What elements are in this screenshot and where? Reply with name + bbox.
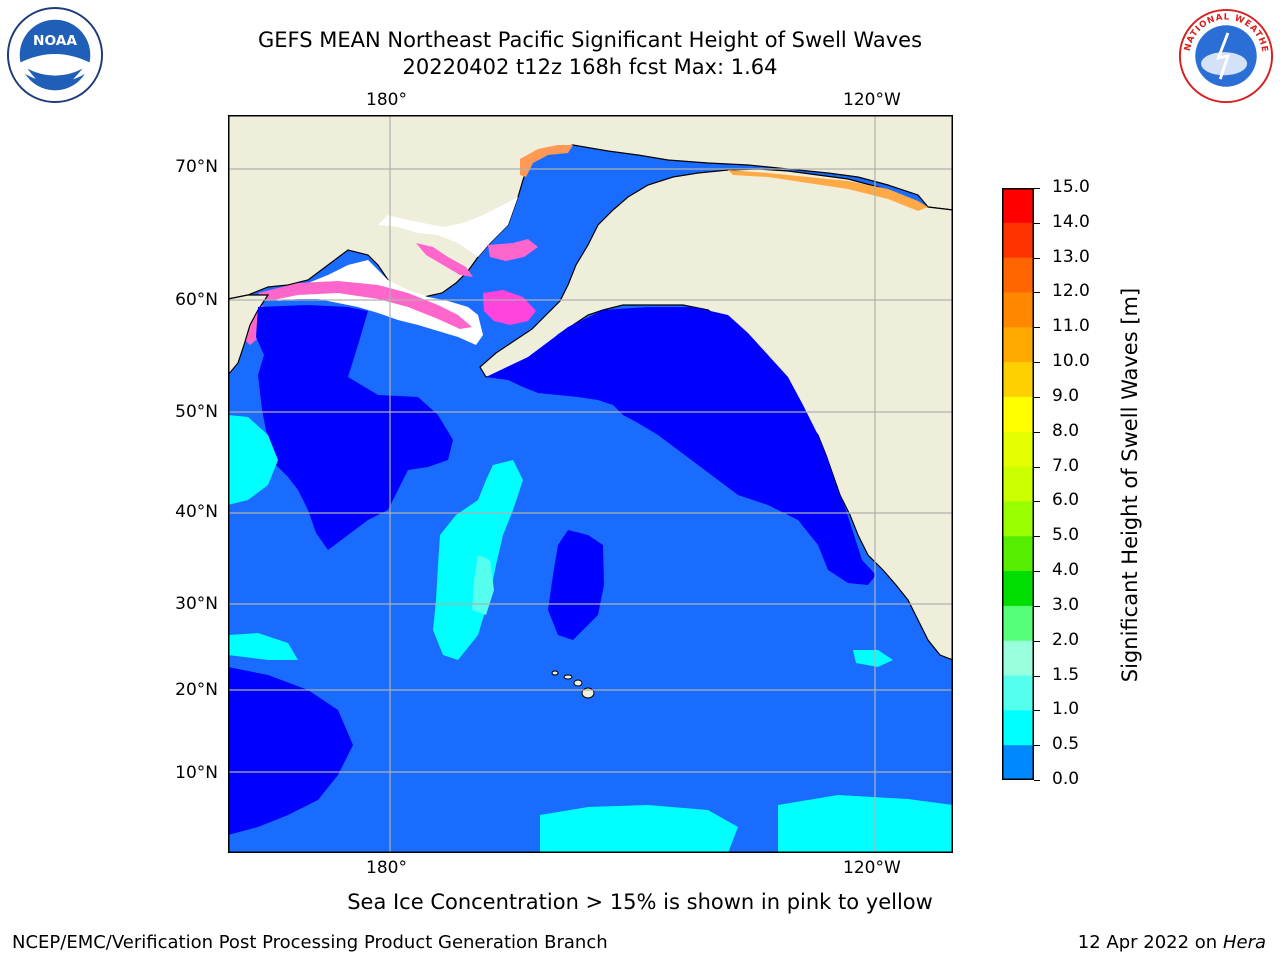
colorbar-tick-label: 6.0 — [1052, 490, 1080, 511]
land-kamchatka — [228, 294, 270, 376]
map-frame — [228, 115, 953, 853]
swell-mid-south-b — [778, 795, 953, 853]
map-subtitle: 20220402 t12z 168h fcst Max: 1.64 — [402, 55, 778, 79]
colorbar-tick-mark — [1034, 605, 1040, 607]
colorbar-tick-label: 7.0 — [1052, 455, 1080, 476]
colorbar-tick-mark — [1034, 501, 1040, 503]
colorbar-cell — [1002, 362, 1034, 398]
swell-mid-hawaii-west — [228, 633, 298, 660]
lat-label-20n: 20°N — [175, 680, 218, 700]
colorbar-tick-label: 0.0 — [1052, 769, 1080, 789]
colorbar-tick-label: 11.0 — [1052, 316, 1090, 337]
colorbar-tick-mark — [1034, 710, 1040, 712]
colorbar-tick-mark — [1034, 640, 1040, 642]
svg-text:NOAA: NOAA — [33, 33, 77, 49]
colorbar-cell — [1002, 188, 1034, 224]
colorbar-tick-mark — [1034, 292, 1040, 294]
colorbar-tick-label: 4.0 — [1052, 560, 1080, 581]
colorbar-tick-label: 5.0 — [1052, 525, 1080, 546]
lon-label-bottom-120w: 120°W — [843, 858, 901, 878]
colorbar-tick-label: 14.0 — [1052, 211, 1090, 232]
colorbar-cell — [1002, 466, 1034, 502]
swell-low-north-pacific-west — [256, 305, 453, 550]
swell-low-central-pacific — [548, 530, 604, 640]
lat-label-30n: 30°N — [175, 594, 218, 614]
colorbar-tick-label: 3.0 — [1052, 594, 1080, 615]
colorbar-cell — [1002, 292, 1034, 328]
colorbar-cell — [1002, 501, 1034, 537]
swell-mid-south-a — [540, 805, 738, 853]
colorbar-tick-label: 9.0 — [1052, 385, 1080, 406]
lat-label-50n: 50°N — [175, 402, 218, 422]
colorbar-tick-mark — [1034, 745, 1040, 747]
colorbar-cell — [1002, 640, 1034, 677]
colorbar-tick-mark — [1034, 327, 1040, 329]
sea-ice-norton — [488, 239, 538, 261]
colorbar-tick-label: 1.0 — [1052, 699, 1080, 720]
colorbar-label: Significant Height of Swell Waves [m] — [1118, 287, 1142, 683]
colorbar-tick-mark — [1034, 536, 1040, 538]
colorbar-tick-mark — [1034, 396, 1040, 398]
date-text: 12 Apr 2022 on Hera — [1077, 932, 1266, 953]
swell-mid-central-core — [472, 555, 494, 615]
colorbar-tick-label: 10.0 — [1052, 351, 1090, 372]
colorbar — [1002, 188, 1034, 780]
colorbar-cell — [1002, 605, 1034, 642]
colorbar-tick-label: 13.0 — [1052, 246, 1090, 267]
swell-mid-west — [228, 415, 278, 505]
swell-mid-east-blob — [853, 650, 893, 667]
graticule — [228, 115, 953, 853]
bering-sea-white — [266, 260, 483, 345]
lat-label-40n: 40°N — [175, 502, 218, 522]
lat-label-60n: 60°N — [175, 290, 218, 310]
colorbar-cell — [1002, 675, 1034, 711]
credit-text: NCEP/EMC/Verification Post Processing Pr… — [12, 932, 608, 953]
lon-label-top-120w: 120°W — [843, 90, 901, 110]
sea-ice-footnote: Sea Ice Concentration > 15% is shown in … — [347, 890, 933, 914]
nws-logo: NATIONAL WEATHER SERVICE — [1178, 8, 1274, 104]
colorbar-tick-label: 15.0 — [1052, 177, 1090, 197]
colorbar-cell — [1002, 710, 1034, 746]
colorbar-tick-label: 2.0 — [1052, 629, 1080, 650]
host-name: Hera — [1222, 932, 1266, 953]
colorbar-tick-mark — [1034, 431, 1040, 433]
swell-low-subtropical-west — [228, 667, 353, 835]
colorbar-cell — [1002, 571, 1034, 607]
colorbar-cell — [1002, 536, 1034, 572]
swell-height-map — [228, 115, 953, 853]
ice-free-bering — [378, 197, 518, 257]
colorbar-tick-label: 12.0 — [1052, 281, 1090, 302]
sea-ice-bering-north — [416, 243, 473, 277]
colorbar-cell — [1002, 745, 1034, 780]
colorbar-tick-label: 1.5 — [1052, 664, 1080, 685]
map-title: GEFS MEAN Northeast Pacific Significant … — [257, 28, 923, 52]
sea-ice-beaufort — [728, 170, 928, 211]
colorbar-tick-mark — [1034, 675, 1040, 677]
colorbar-cell — [1002, 257, 1034, 293]
colorbar-tick-mark — [1034, 466, 1040, 468]
colorbar-tick-mark — [1034, 780, 1040, 781]
colorbar-tick-label: 0.5 — [1052, 734, 1080, 755]
noaa-logo: NOAA — [6, 6, 104, 104]
lat-label-70n: 70°N — [175, 157, 218, 177]
colorbar-tick-mark — [1034, 571, 1040, 573]
sea-ice-western-bering — [258, 281, 472, 329]
lat-label-10n: 10°N — [175, 763, 218, 783]
colorbar-tick-mark — [1034, 188, 1040, 189]
sea-ice-chukchi — [520, 145, 573, 177]
colorbar-cell — [1002, 222, 1034, 259]
colorbar-tick-mark — [1034, 222, 1040, 224]
swell-low-gulf-alaska — [486, 307, 876, 585]
lon-label-bottom-180: 180° — [366, 858, 407, 878]
colorbar-tick-mark — [1034, 257, 1040, 259]
colorbar-cell — [1002, 327, 1034, 363]
colorbar-cell — [1002, 396, 1034, 433]
colorbar-tick-mark — [1034, 362, 1040, 364]
colorbar-tick-label: 8.0 — [1052, 420, 1080, 441]
sea-ice-bristol — [483, 290, 536, 325]
lon-label-top-180: 180° — [366, 90, 407, 110]
colorbar-cell — [1002, 431, 1034, 468]
